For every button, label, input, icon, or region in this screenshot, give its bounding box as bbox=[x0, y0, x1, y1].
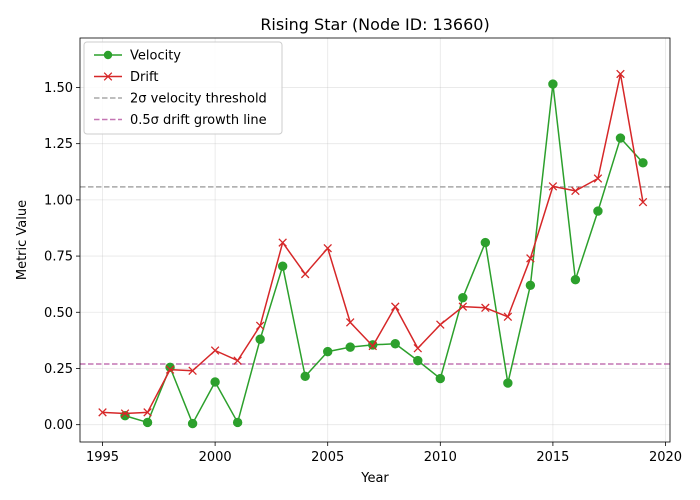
velocity-point bbox=[345, 342, 355, 352]
drift-point bbox=[391, 302, 400, 311]
y-axis-title: Metric Value bbox=[15, 200, 30, 280]
y-tick-label: 1.25 bbox=[44, 137, 73, 152]
velocity-point bbox=[638, 158, 648, 168]
drift-point bbox=[593, 174, 603, 183]
drift-point bbox=[188, 366, 197, 375]
velocity-point bbox=[300, 371, 310, 382]
drift-point bbox=[300, 269, 310, 279]
y-tick-label: 0.50 bbox=[44, 306, 73, 321]
velocity-point bbox=[277, 261, 288, 271]
drift-point bbox=[233, 356, 242, 365]
drift-point bbox=[548, 182, 558, 191]
velocity-point bbox=[548, 79, 558, 89]
series-layer bbox=[98, 69, 648, 429]
legend-swatch-marker bbox=[103, 50, 113, 60]
drift-point bbox=[436, 320, 445, 329]
velocity-point bbox=[255, 334, 265, 344]
legend-label: Drift bbox=[130, 70, 158, 85]
drift-point bbox=[458, 302, 468, 311]
legend: Velocity Drift 2σ velocity threshold 0.5σ d… bbox=[83, 41, 283, 135]
x-tick-label: 2000 bbox=[199, 450, 232, 465]
drift-point bbox=[481, 303, 490, 313]
y-tick-label: 1.50 bbox=[44, 81, 73, 96]
legend-label: Velocity bbox=[130, 49, 181, 64]
chart-title: Rising Star (Node ID: 13660) bbox=[260, 15, 489, 34]
velocity-point bbox=[593, 206, 603, 216]
velocity-point bbox=[210, 377, 220, 387]
legend-label: 2σ velocity threshold bbox=[130, 92, 267, 107]
x-tick-label: 2005 bbox=[311, 450, 344, 465]
velocity-point bbox=[503, 378, 513, 388]
velocity-point bbox=[187, 418, 198, 429]
x-axis: 1995 2000 2005 2010 2015 2020 bbox=[86, 442, 682, 465]
grid bbox=[80, 38, 670, 442]
drift-point bbox=[143, 408, 152, 417]
x-axis-title: Year bbox=[360, 471, 389, 486]
legend-label: 0.5σ drift growth line bbox=[130, 113, 267, 128]
y-tick-label: 1.00 bbox=[44, 193, 73, 208]
legend-frame bbox=[83, 41, 283, 135]
drift-point bbox=[503, 312, 513, 322]
velocity-point bbox=[480, 237, 491, 248]
x-tick-label: 2010 bbox=[424, 450, 457, 465]
drift-point bbox=[255, 321, 265, 331]
drift-point bbox=[323, 243, 332, 253]
velocity-point bbox=[232, 417, 243, 428]
drift-point bbox=[616, 69, 625, 79]
velocity-point bbox=[525, 280, 536, 291]
drift-point bbox=[278, 238, 287, 247]
x-tick-label: 1995 bbox=[86, 450, 119, 465]
legend-swatch-marker bbox=[103, 72, 113, 81]
velocity-point bbox=[323, 346, 333, 357]
drift-point bbox=[368, 341, 378, 351]
drift-point bbox=[571, 186, 580, 196]
plot-frame bbox=[79, 37, 671, 443]
drift-point bbox=[98, 408, 107, 417]
velocity-point bbox=[142, 417, 153, 428]
velocity-point bbox=[435, 373, 446, 384]
drift-point bbox=[120, 409, 130, 418]
drift-point bbox=[413, 343, 423, 353]
y-tick-label: 0.25 bbox=[44, 362, 73, 377]
x-tick-label: 2020 bbox=[649, 450, 682, 465]
velocity-point bbox=[413, 355, 423, 366]
drift-point bbox=[638, 197, 648, 207]
velocity-line bbox=[124, 83, 644, 425]
drift-point bbox=[345, 318, 355, 327]
x-tick-label: 2015 bbox=[536, 450, 569, 465]
velocity-point bbox=[570, 274, 581, 285]
drift-point bbox=[526, 254, 535, 263]
reference-lines bbox=[80, 186, 670, 365]
y-axis: 0.00 0.25 0.50 0.75 1.00 1.25 1.50 bbox=[44, 81, 80, 433]
y-tick-label: 0.00 bbox=[44, 418, 73, 433]
y-tick-label: 0.75 bbox=[44, 250, 73, 265]
velocity-point bbox=[390, 339, 400, 349]
velocity-point bbox=[458, 292, 468, 303]
drift-point bbox=[210, 346, 220, 355]
velocity-point bbox=[615, 133, 626, 143]
drift-point bbox=[165, 365, 175, 374]
